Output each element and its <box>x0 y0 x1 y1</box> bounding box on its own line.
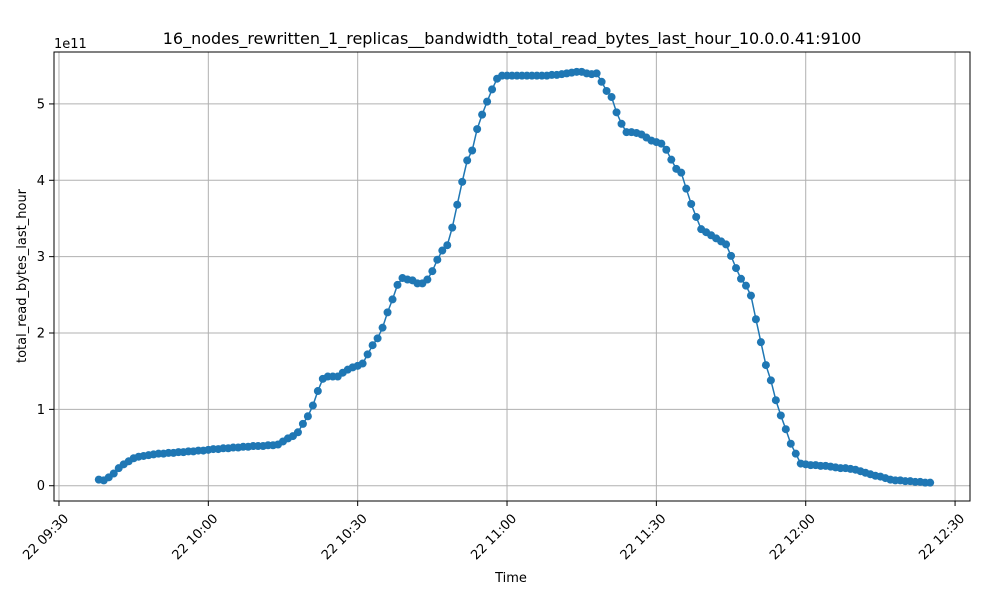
data-point <box>463 156 472 165</box>
data-point <box>488 85 497 94</box>
y-axis-label: total_read_bytes_last_hour <box>15 188 30 363</box>
data-point <box>298 419 307 428</box>
x-tick-label: 22 11:00 <box>468 511 520 563</box>
data-point <box>781 425 790 434</box>
data-point <box>692 212 701 221</box>
x-tick-label: 22 09:30 <box>20 511 72 563</box>
data-point <box>383 308 392 317</box>
data-point <box>592 69 601 78</box>
data-point <box>761 361 770 370</box>
y-tick-label: 5 <box>37 97 45 112</box>
data-point <box>657 139 666 148</box>
data-point <box>423 275 432 284</box>
data-point <box>607 93 616 102</box>
data-point <box>453 200 462 209</box>
data-point <box>612 108 621 117</box>
data-point <box>443 241 452 250</box>
data-point <box>478 110 487 119</box>
data-point <box>378 323 387 332</box>
data-point <box>667 155 676 164</box>
data-point <box>617 119 626 128</box>
data-point <box>473 125 482 134</box>
y-tick-label: 2 <box>37 327 45 342</box>
x-tick-label: 22 12:30 <box>916 511 968 563</box>
data-point <box>293 428 302 437</box>
x-tick-label: 22 12:00 <box>767 511 819 563</box>
data-point <box>458 177 467 186</box>
x-tick-label: 22 10:30 <box>319 511 371 563</box>
data-point <box>109 469 118 478</box>
data-point <box>313 387 322 396</box>
x-axis-label: Time <box>494 571 527 586</box>
data-point <box>926 478 935 487</box>
y-tick-label: 1 <box>37 403 45 418</box>
data-point <box>368 341 377 350</box>
data-point <box>483 97 492 106</box>
data-point <box>468 146 477 155</box>
data-point <box>438 246 447 255</box>
data-point <box>448 223 457 232</box>
data-point <box>727 251 736 260</box>
grid <box>54 52 970 501</box>
data-point <box>722 240 731 249</box>
y-axis: 0 1 2 3 4 5 <box>37 97 54 494</box>
data-point <box>771 396 780 405</box>
data-point <box>766 376 775 385</box>
data-point <box>393 280 402 289</box>
data-point <box>677 168 686 177</box>
data-point <box>602 86 611 95</box>
data-point <box>751 315 760 324</box>
data-point <box>303 412 312 421</box>
data-point <box>433 255 442 264</box>
chart-title: 16_nodes_rewritten_1_replicas__bandwidth… <box>163 29 862 49</box>
data-point <box>737 274 745 283</box>
x-tick-label: 22 10:00 <box>170 511 222 563</box>
data-point <box>308 401 317 410</box>
data-point <box>776 411 785 420</box>
y-tick-label: 4 <box>37 174 45 189</box>
data-point <box>428 267 437 276</box>
y-offset-label: 1e11 <box>54 37 87 52</box>
data-point <box>358 359 367 368</box>
y-tick-label: 0 <box>37 479 45 494</box>
data-point <box>746 291 755 300</box>
data-point <box>687 199 696 208</box>
series-group <box>94 67 935 487</box>
data-point <box>741 281 750 290</box>
data-point <box>791 449 800 458</box>
data-point <box>597 77 606 86</box>
data-point <box>756 338 765 347</box>
data-point <box>388 295 397 304</box>
data-point <box>682 184 691 193</box>
y-tick-label: 3 <box>37 250 45 265</box>
data-point <box>732 264 741 273</box>
plot-frame <box>53 51 971 502</box>
data-point <box>363 350 372 359</box>
data-point <box>373 334 382 343</box>
data-point <box>662 145 671 154</box>
data-point <box>786 439 795 448</box>
x-axis: 22 09:30 22 10:00 22 10:30 22 11:00 22 11:30… <box>20 501 968 563</box>
x-tick-label: 22 11:30 <box>618 511 670 563</box>
